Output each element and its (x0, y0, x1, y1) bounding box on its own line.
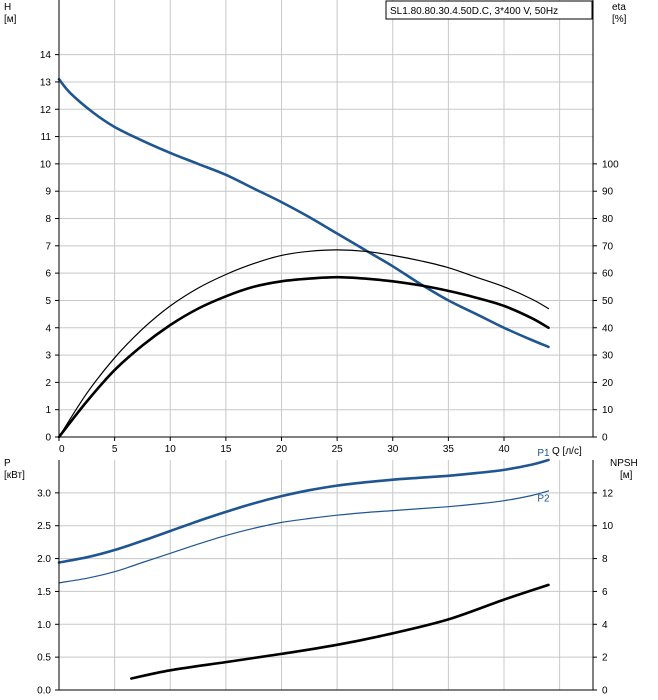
upper-x-tick-label: 0 (59, 444, 65, 455)
upper-x-tick-label: 25 (332, 444, 344, 455)
lower-left-tick-label: 3.0 (37, 488, 51, 499)
upper-left-tick-label: 0 (45, 433, 51, 444)
lower-left-tick-label: 1.0 (37, 620, 51, 631)
lower-right-tick-label: 12 (602, 488, 614, 499)
upper-left-tick-label: 4 (45, 323, 51, 334)
upper-x-tick-label: 35 (443, 444, 455, 455)
upper-left-tick-label: 7 (45, 241, 51, 252)
upper-axes: 0123456789101112131401020304050607080901… (40, 0, 619, 455)
upper-right-tick-label: 40 (602, 323, 614, 334)
lower-series-group: P1 P2 (57, 448, 550, 680)
lower-right-tick-label: 4 (602, 620, 608, 631)
upper-right-tick-label: 10 (602, 405, 614, 416)
upper-x-tick-label: 20 (276, 444, 288, 455)
upper-left-tick-label: 5 (45, 296, 51, 307)
upper-right-tick-label: 100 (602, 159, 619, 170)
lower-right-tick-label: 2 (602, 653, 608, 664)
upper-series-group (57, 77, 550, 439)
lower-series-p2 (58, 490, 550, 584)
upper-x-tick-label: 5 (112, 444, 118, 455)
upper-right-tick-label: 30 (602, 351, 614, 362)
upper-panel: 0123456789101112131401020304050607080901… (4, 0, 627, 457)
upper-right-tick-label: 80 (602, 214, 614, 225)
upper-left-tick-label: 12 (40, 105, 52, 116)
lower-left-tick-label: 2.0 (37, 554, 51, 565)
upper-left-tick-label: 13 (40, 77, 52, 88)
upper-right-tick-label: 60 (602, 269, 614, 280)
upper-x-tick-label: 30 (387, 444, 399, 455)
upper-left-tick-label: 14 (40, 50, 52, 61)
lower-left-tick-label: 0.0 (37, 686, 51, 697)
lower-grid (59, 460, 593, 690)
upper-right-tick-label: 0 (602, 433, 608, 444)
lower-panel: P1 P2 0.0 0.5 1.0 1.5 2.0 2.5 3.0 0 2 4 6 8 10 12 P [к… (4, 448, 638, 696)
lower-series-label-p1: P1 (537, 448, 550, 459)
upper-right-tick-label: 70 (602, 241, 614, 252)
upper-right-tick-label: 50 (602, 296, 614, 307)
upper-left-tick-label: 1 (45, 405, 51, 416)
lower-left-axis-title-line1: P (4, 458, 11, 469)
lower-right-tick-label: 0 (602, 686, 608, 697)
lower-left-tick-label: 2.5 (37, 521, 51, 532)
upper-right-tick-label: 90 (602, 187, 614, 198)
chart-title: SL1.80.80.30.4.50D.C, 3*400 V, 50Hz (390, 6, 558, 17)
upper-right-tick-label: 20 (602, 378, 614, 389)
upper-left-tick-label: 8 (45, 214, 51, 225)
lower-right-tick-label: 8 (602, 554, 608, 565)
lower-right-tick-label: 6 (602, 587, 608, 598)
upper-left-tick-label: 10 (40, 159, 52, 170)
lower-right-axis-title-line1: NPSH (610, 458, 638, 469)
upper-series-1 (58, 249, 550, 438)
upper-left-axis-title-line2: [м] (4, 14, 17, 25)
x-axis-title: Q [л/с] (552, 446, 582, 457)
upper-left-tick-label: 3 (45, 351, 51, 362)
title-box (385, 0, 593, 20)
lower-axes: 0.0 0.5 1.0 1.5 2.0 2.5 3.0 0 2 4 6 8 10 12 (37, 460, 614, 697)
upper-grid (59, 0, 593, 437)
upper-left-tick-label: 2 (45, 378, 51, 389)
lower-left-tick-label: 1.5 (37, 587, 51, 598)
upper-left-tick-label: 11 (41, 132, 52, 143)
lower-series-label-p2: P2 (537, 493, 550, 504)
upper-series-2 (57, 275, 550, 439)
upper-right-axis-title-line2: [%] (612, 14, 627, 25)
upper-right-axis-title-line1: eta (612, 2, 626, 13)
upper-left-tick-label: 6 (45, 269, 51, 280)
lower-right-axis-title-line2: [м] (620, 470, 633, 481)
upper-x-tick-label: 40 (498, 444, 510, 455)
upper-x-tick-label: 10 (165, 444, 177, 455)
upper-left-axis-title-line1: H (4, 2, 11, 13)
lower-left-tick-label: 0.5 (37, 653, 51, 664)
lower-series-p1 (57, 458, 550, 564)
upper-left-tick-label: 9 (45, 187, 51, 198)
lower-series-2 (130, 583, 550, 680)
upper-x-tick-label: 15 (220, 444, 232, 455)
lower-right-tick-label: 10 (602, 521, 614, 532)
upper-series-0 (57, 77, 550, 349)
lower-left-axis-title-line2: [кВт] (4, 470, 25, 481)
